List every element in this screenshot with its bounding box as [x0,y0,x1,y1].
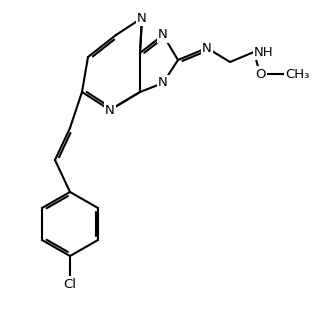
Text: Cl: Cl [64,278,77,291]
Text: N: N [158,29,168,42]
Text: O: O [255,67,265,80]
Text: CH₃: CH₃ [285,67,309,80]
Text: N: N [158,77,168,89]
Text: N: N [105,103,115,116]
Text: N: N [137,11,147,24]
Text: NH: NH [254,45,274,59]
Text: N: N [202,42,212,54]
